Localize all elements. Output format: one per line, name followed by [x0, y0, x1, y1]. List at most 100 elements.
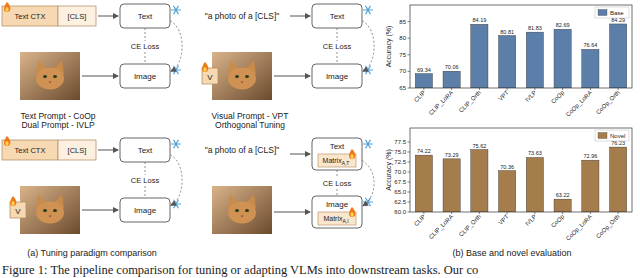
- image-token: [10, 202, 26, 218]
- tuned-icon-flame: [4, 2, 10, 12]
- arrow: [274, 76, 310, 77]
- frozen-icon: [172, 66, 181, 74]
- cat-eye: [245, 209, 249, 212]
- bar: [582, 160, 599, 212]
- matrix-label: MatrixA,T: [323, 157, 350, 166]
- y-tick: [408, 21, 411, 22]
- bar: [471, 150, 488, 212]
- y-tick-label: 67.5: [394, 179, 406, 185]
- cat-background: [212, 52, 272, 100]
- tuned-icon-core: [5, 7, 8, 11]
- cat-eye: [43, 75, 47, 78]
- tuned-icon-core: [350, 212, 353, 216]
- y-axis-label: Accuracy (%): [385, 26, 393, 68]
- text-token-label: Text CTX: [15, 12, 46, 21]
- x-tick-label: VPT: [497, 213, 510, 226]
- cat-nose: [49, 215, 52, 217]
- frozen-icon-line: [174, 140, 179, 148]
- paradigm-panel: Dual Prompt - IVLPText CTX[CLS]TextVImag…: [2, 120, 182, 234]
- tuned-icon-core: [350, 154, 353, 158]
- gradient-link: [362, 21, 374, 71]
- image-encoder: [312, 196, 362, 228]
- text-token: [2, 6, 58, 26]
- data-label: 75.62: [472, 143, 486, 149]
- bar: [499, 36, 516, 88]
- x-tick: [562, 88, 563, 90]
- x-tick-label: CoOp_Orth: [595, 89, 621, 115]
- cat-eye: [53, 75, 57, 78]
- plot-frame: [410, 128, 632, 212]
- loss-link: [145, 186, 146, 198]
- text-encoder-label: Text: [138, 146, 153, 155]
- text-encoder: [312, 4, 362, 28]
- frozen-icon: [364, 198, 373, 206]
- text-encoder-label: Text: [330, 12, 345, 21]
- legend-frame: [595, 130, 629, 141]
- y-tick-label: 60.0: [394, 209, 406, 215]
- bar: [554, 199, 571, 212]
- data-label: 69.34: [417, 67, 431, 73]
- data-label: 80.81: [500, 29, 514, 35]
- matrix-label: MatrixA,I: [323, 215, 348, 224]
- frozen-icon: [172, 200, 181, 208]
- cat-eye: [245, 75, 249, 78]
- frozen-icon-line: [174, 140, 179, 148]
- data-label: 73.29: [445, 152, 459, 158]
- tuned-icon: [349, 149, 355, 159]
- bar: [415, 155, 432, 212]
- bar: [499, 171, 516, 212]
- x-tick: [451, 88, 452, 90]
- text-encoder-label: Text: [330, 142, 345, 151]
- text-encoder: [120, 138, 170, 162]
- data-label: 72.96: [583, 153, 597, 159]
- gradient-link: [362, 160, 374, 205]
- x-tick: [451, 212, 452, 214]
- loss-label: CE Loss: [131, 42, 160, 51]
- y-tick: [408, 142, 411, 143]
- image-encoder: [312, 64, 362, 88]
- x-tick: [590, 212, 591, 214]
- y-tick-label: 65.0: [394, 189, 406, 195]
- subfigure-caption: (b) Base and novel evaluation: [452, 248, 571, 258]
- frozen-icon-line: [366, 66, 371, 74]
- tuned-icon-flame: [4, 136, 10, 146]
- bar-chart: 74.2273.2975.6270.3673.6363.2272.9676.23…: [385, 128, 632, 242]
- x-tick-label: CLIP_LoRA: [428, 213, 455, 240]
- bar: [415, 74, 432, 88]
- tuned-icon: [4, 2, 10, 12]
- x-tick: [534, 88, 535, 90]
- bar: [582, 49, 599, 88]
- bar: [610, 24, 627, 88]
- y-tick-label: 80: [399, 35, 406, 41]
- text-encoder: [120, 4, 170, 28]
- legend-swatch: [598, 10, 607, 16]
- cat-image: [20, 52, 80, 100]
- loss-link: [337, 170, 338, 178]
- tuned-icon-flame: [202, 62, 208, 72]
- tuned-icon-core: [5, 141, 8, 145]
- frozen-icon-line: [366, 6, 371, 14]
- paradigm-panel: Visual Prompt - VPT"a photo of a [CLS]"T…: [202, 4, 374, 121]
- figure-caption: Figure 1: The pipeline comparison for tu…: [2, 263, 478, 277]
- frozen-icon-line: [174, 200, 179, 208]
- y-tick: [408, 212, 411, 213]
- frozen-icon: [364, 6, 373, 14]
- frozen-icon-line: [174, 66, 179, 74]
- data-label: 74.22: [417, 148, 431, 154]
- y-tick: [408, 88, 411, 89]
- loss-link: [337, 52, 338, 64]
- legend: Novel: [595, 130, 629, 141]
- x-tick-label: IVLP: [524, 89, 537, 102]
- matrix-name: Matrix: [323, 157, 343, 164]
- y-tick-label: 70.0: [394, 169, 406, 175]
- image-token-label: V: [15, 207, 21, 216]
- data-label: 82.69: [556, 22, 570, 28]
- y-tick: [408, 192, 411, 193]
- prompt-text: "a photo of a [CLS]": [205, 11, 280, 21]
- y-tick: [408, 152, 411, 153]
- panel-title: Orthogonal Tuning: [215, 120, 285, 130]
- tuned-icon-flame: [349, 149, 355, 159]
- frozen-icon-line: [366, 140, 371, 148]
- y-tick-label: 75: [399, 52, 406, 58]
- y-tick-label: 75.0: [394, 149, 406, 155]
